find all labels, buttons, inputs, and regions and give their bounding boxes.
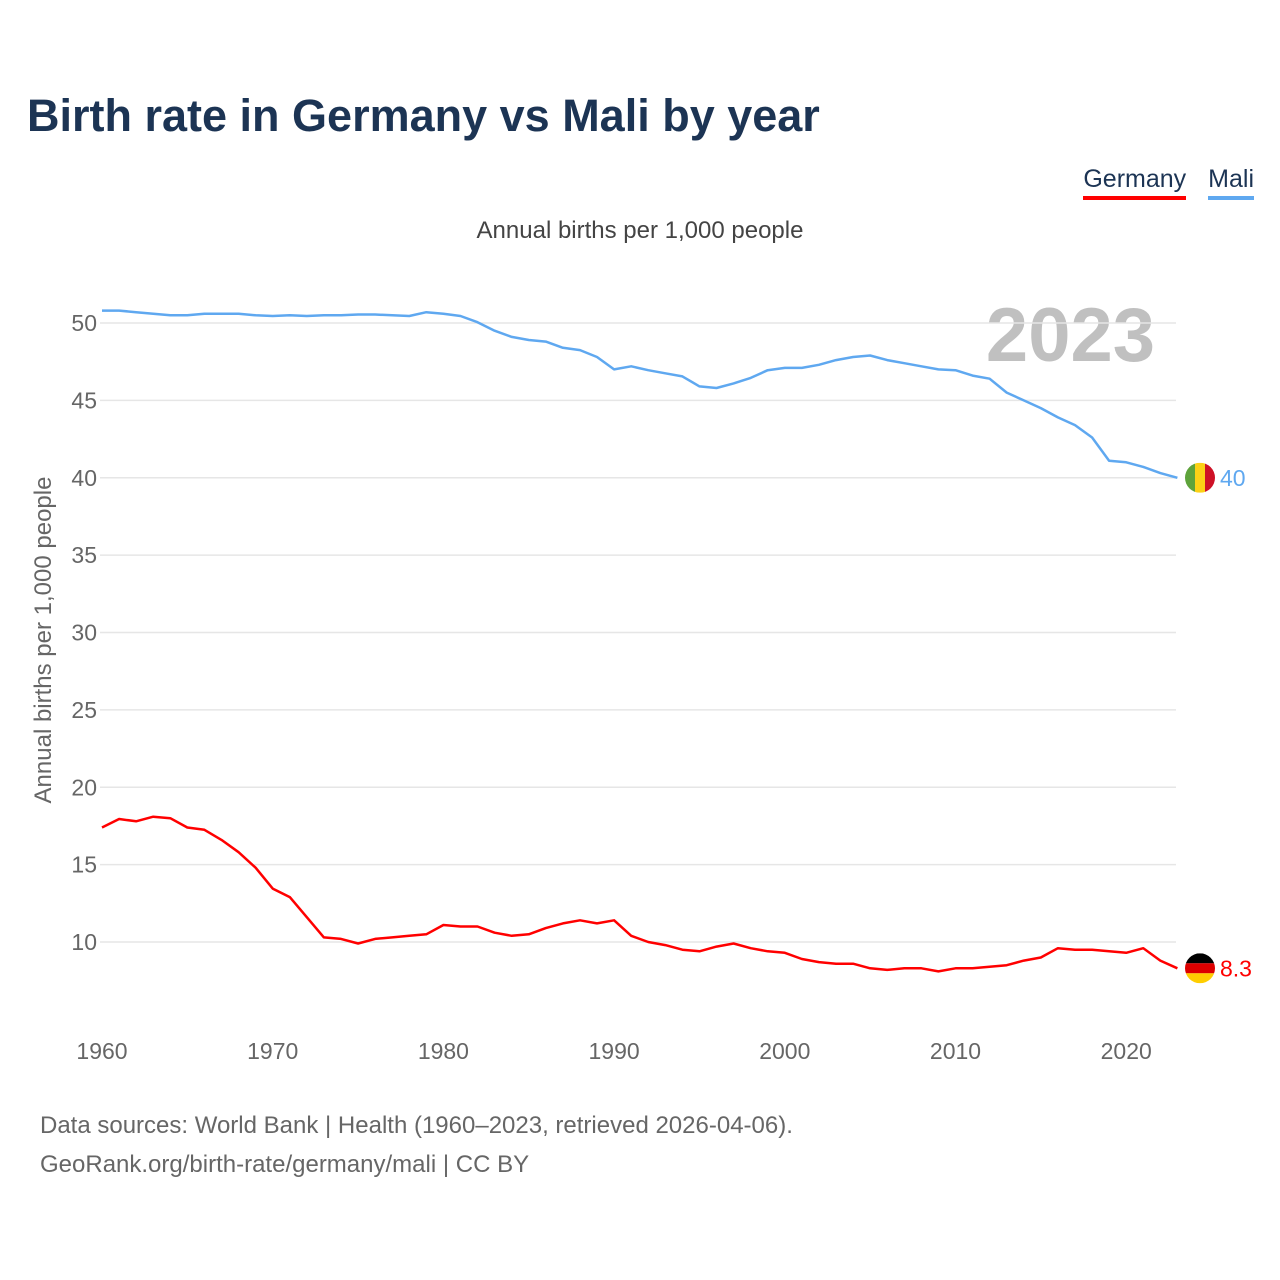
y-tick-label: 40: [71, 465, 97, 491]
y-tick-label: 35: [71, 542, 97, 568]
footer: Data sources: World Bank | Health (1960–…: [40, 1106, 793, 1184]
y-tick-label: 10: [71, 929, 97, 955]
y-tick-label: 45: [71, 387, 97, 413]
y-tick-label: 25: [71, 697, 97, 723]
y-tick-label: 30: [71, 620, 97, 646]
series-line-mali: [102, 309, 1178, 480]
y-tick-label: 50: [71, 310, 97, 336]
end-label-mali: 40: [1220, 465, 1246, 491]
x-tick-label: 2010: [930, 1038, 981, 1064]
footer-link[interactable]: GeoRank.org/birth-rate/germany/mali | CC…: [40, 1151, 530, 1178]
chart-subtitle: Annual births per 1,000 people: [476, 217, 804, 244]
x-tick-label: 2000: [759, 1038, 810, 1064]
series-line-germany: [101, 815, 1178, 973]
y-tick-label: 20: [71, 774, 97, 800]
legend-mali[interactable]: Mali: [1208, 165, 1254, 200]
x-tick-label: 1980: [418, 1038, 469, 1064]
end-label-germany: 8.3: [1220, 955, 1252, 981]
x-tick-label: 1990: [589, 1038, 640, 1064]
legend: Germany Mali: [1083, 165, 1254, 200]
x-tick-label: 1960: [76, 1038, 127, 1064]
x-tick-label: 1970: [247, 1038, 298, 1064]
footer-sources: Data sources: World Bank | Health (1960–…: [40, 1112, 793, 1139]
x-tick-label: 2020: [1101, 1038, 1152, 1064]
y-tick-label: 15: [71, 852, 97, 878]
germany-flag-icon: [1185, 953, 1215, 984]
mali-flag-icon: [1185, 462, 1215, 493]
year-watermark: 2023: [986, 293, 1155, 378]
chart-title: Birth rate in Germany vs Mali by year: [27, 90, 820, 141]
legend-germany[interactable]: Germany: [1083, 165, 1187, 200]
y-axis-label: Annual births per 1,000 people: [30, 477, 57, 804]
